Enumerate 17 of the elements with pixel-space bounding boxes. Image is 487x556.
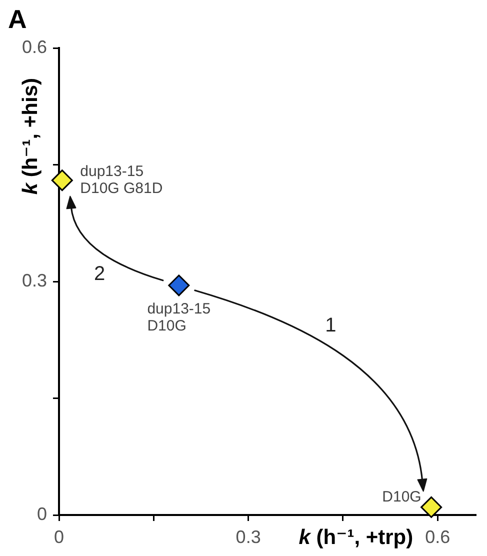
point	[51, 170, 73, 192]
annotation: 2	[94, 263, 106, 286]
y-tick-label: 0.6	[22, 36, 47, 57]
y-tick-label: 0	[36, 504, 47, 524]
annotation: dup13-15 D10G	[147, 300, 211, 335]
annotation: dup13-15 D10G G81D	[80, 162, 163, 197]
chart-title: A	[8, 4, 27, 34]
annotation: D10G	[382, 488, 422, 506]
y-axis-title: k (h⁻¹, +his)	[18, 78, 42, 195]
x-tick-label: 0.3	[236, 526, 261, 547]
point	[420, 496, 442, 518]
annotation: 1	[325, 314, 336, 336]
x-tick-label: 0	[54, 526, 64, 547]
x-tick-label: 0.6	[425, 526, 450, 547]
point	[168, 274, 190, 296]
y-tick-label: 0.3	[22, 270, 47, 290]
x-axis-title: k (h⁻¹, +trp)	[298, 526, 414, 549]
